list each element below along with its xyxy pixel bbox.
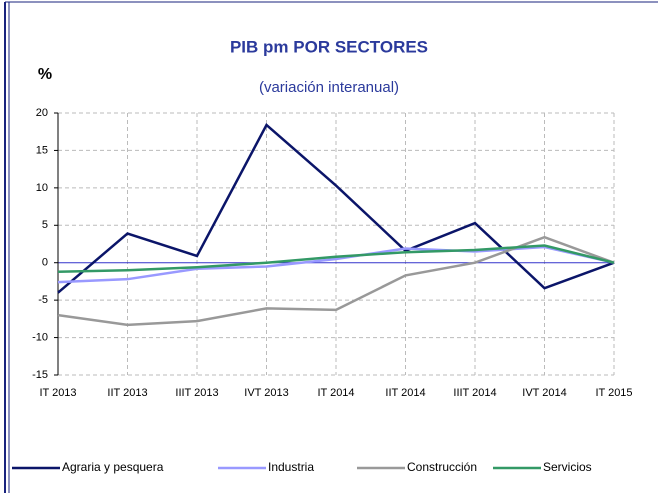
- legend-label: Servicios: [543, 460, 592, 474]
- x-tick-label: IIT 2014: [385, 387, 425, 399]
- y-tick-label: 15: [36, 144, 48, 156]
- x-tick-label: IVT 2013: [244, 387, 288, 399]
- x-tick-label: IT 2015: [595, 387, 632, 399]
- x-tick-label: IIIT 2014: [453, 387, 496, 399]
- y-tick-label: -5: [38, 294, 48, 306]
- x-tick-label: IIT 2013: [107, 387, 147, 399]
- x-tick-label: IT 2013: [39, 387, 76, 399]
- chart-subtitle: (variación interanual): [259, 79, 399, 96]
- y-tick-label: -15: [32, 369, 48, 381]
- series-line: [57, 122, 615, 294]
- series-line: [57, 244, 615, 273]
- x-tick-label: IT 2014: [317, 387, 354, 399]
- x-tick-label: IVT 2014: [522, 387, 566, 399]
- chart-title: PIB pm POR SECTORES: [230, 37, 428, 56]
- y-tick-label: -10: [32, 331, 48, 343]
- y-tick-label: 0: [42, 257, 48, 269]
- y-tick-label: 20: [36, 107, 48, 119]
- y-tick-label: 10: [36, 182, 48, 194]
- legend-label: Agraria y pesquera: [62, 460, 164, 474]
- series-line: [57, 245, 615, 284]
- legend-label: Construcción: [407, 460, 477, 474]
- y-tick-label: 5: [42, 219, 48, 231]
- y-axis-label: %: [38, 66, 52, 83]
- x-tick-label: IIIT 2013: [175, 387, 218, 399]
- legend-label: Industria: [268, 460, 314, 474]
